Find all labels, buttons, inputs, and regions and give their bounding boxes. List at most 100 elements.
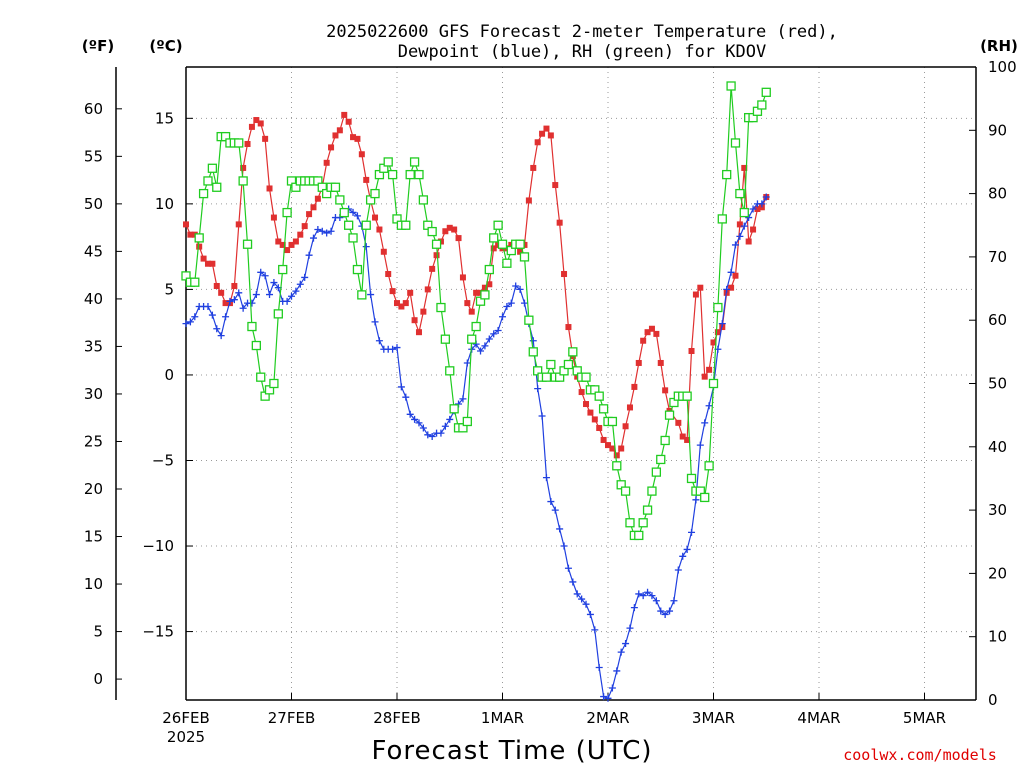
dewpoint-point: [512, 282, 520, 290]
rh-point: [330, 182, 341, 192]
fahrenheit-tick-label: 35: [84, 337, 103, 355]
dewpoint-point: [564, 564, 572, 572]
dewpoint-point: [648, 592, 656, 600]
celsius-axis-unit: (ºC): [149, 37, 182, 55]
temperature-point: [218, 289, 225, 296]
dewpoint-point: [235, 289, 243, 297]
dewpoint-point: [446, 415, 454, 423]
temperature-point: [543, 125, 550, 132]
dewpoint-point: [520, 299, 528, 307]
dewpoint-point: [301, 273, 309, 281]
temperature-point: [314, 195, 321, 202]
series-rh: [181, 81, 771, 541]
dewpoint-point: [608, 684, 616, 692]
temperature-point: [741, 164, 748, 171]
dewpoint-point: [327, 227, 335, 235]
rh-point: [251, 340, 261, 351]
dewpoint-point: [644, 588, 652, 596]
rh-point: [519, 252, 530, 262]
rh-point: [647, 486, 657, 496]
temperature-point: [754, 205, 761, 212]
rh-point: [462, 416, 472, 427]
rh-point: [598, 404, 609, 414]
dewpoint-point: [749, 205, 757, 213]
temperature-point: [653, 330, 660, 337]
x-tick-label: 5MAR: [903, 709, 946, 727]
rh-tick-label: 40: [988, 438, 1007, 456]
rh-point: [242, 239, 253, 249]
rh-axis-unit: (RH): [980, 37, 1018, 55]
rh-point: [471, 321, 481, 332]
rh-point: [664, 410, 675, 420]
dewpoint-point: [626, 624, 634, 632]
temperature-point: [213, 282, 220, 289]
axes: 605550454035302520151050151050−5−10−1510…: [84, 58, 1017, 746]
dewpoint-point: [437, 429, 445, 437]
temperature-point: [429, 265, 436, 272]
credit-text: coolwx.com/models: [843, 746, 997, 764]
rh-point: [502, 258, 512, 268]
temperature-point: [714, 329, 721, 336]
dewpoint-point: [547, 498, 555, 506]
dewpoint-point: [674, 566, 682, 574]
dewpoint-point: [485, 335, 493, 343]
dewpoint-point: [257, 268, 265, 276]
dewpoint-point: [494, 326, 502, 334]
rh-point: [515, 239, 525, 249]
fahrenheit-tick-label: 45: [84, 242, 103, 260]
temperature-point: [253, 117, 260, 124]
dewpoint-point: [551, 506, 559, 514]
rh-point: [427, 226, 437, 237]
temperature-point: [358, 151, 365, 158]
temperature-point: [196, 243, 203, 250]
temperature-point: [301, 223, 308, 230]
dewpoint-point: [635, 590, 643, 598]
dewpoint-point: [239, 304, 247, 312]
rh-point: [682, 391, 692, 401]
dewpoint-point: [718, 320, 726, 328]
rh-point: [445, 366, 455, 376]
dewpoint-point: [666, 607, 674, 615]
celsius-tick-label: 0: [164, 366, 174, 384]
temperature-point: [407, 289, 414, 296]
dewpoint-point: [683, 545, 691, 553]
rh-point: [757, 100, 767, 110]
temperature-point: [565, 324, 572, 331]
temperature-point: [284, 247, 291, 254]
rh-point: [686, 473, 697, 484]
temperature-point: [336, 127, 343, 134]
temperature-point: [306, 211, 313, 218]
temperature-point: [481, 284, 488, 291]
celsius-tick-label: 10: [155, 195, 174, 213]
temperature-point: [688, 347, 695, 354]
rh-point: [436, 302, 446, 313]
rh-point: [339, 207, 349, 218]
rh-point: [335, 195, 345, 205]
rh-point: [730, 138, 741, 148]
rh-point: [269, 378, 279, 389]
temperature-point: [341, 111, 348, 118]
temperature-point: [345, 118, 352, 125]
dewpoint-point: [538, 412, 546, 420]
temperature-point: [640, 337, 647, 344]
rh-point: [418, 195, 429, 205]
rh-point: [357, 290, 367, 300]
temperature-point: [697, 284, 704, 291]
rh-point: [203, 176, 213, 186]
fahrenheit-tick-label: 10: [84, 575, 103, 593]
temperature-point: [257, 120, 264, 127]
celsius-tick-label: −10: [142, 537, 174, 555]
fahrenheit-tick-label: 25: [84, 432, 103, 450]
dewpoint-point: [582, 600, 590, 608]
dewpoint-point: [591, 626, 599, 634]
temperature-point: [204, 260, 211, 267]
temperature-point: [750, 226, 757, 233]
dewpoint-point: [560, 542, 568, 550]
rh-point: [761, 87, 771, 97]
temperature-point: [402, 300, 409, 307]
temperature-point: [587, 409, 594, 416]
dewpoint-point: [569, 578, 577, 586]
dewpoint-point: [639, 592, 647, 600]
dewpoint-point: [323, 229, 331, 237]
